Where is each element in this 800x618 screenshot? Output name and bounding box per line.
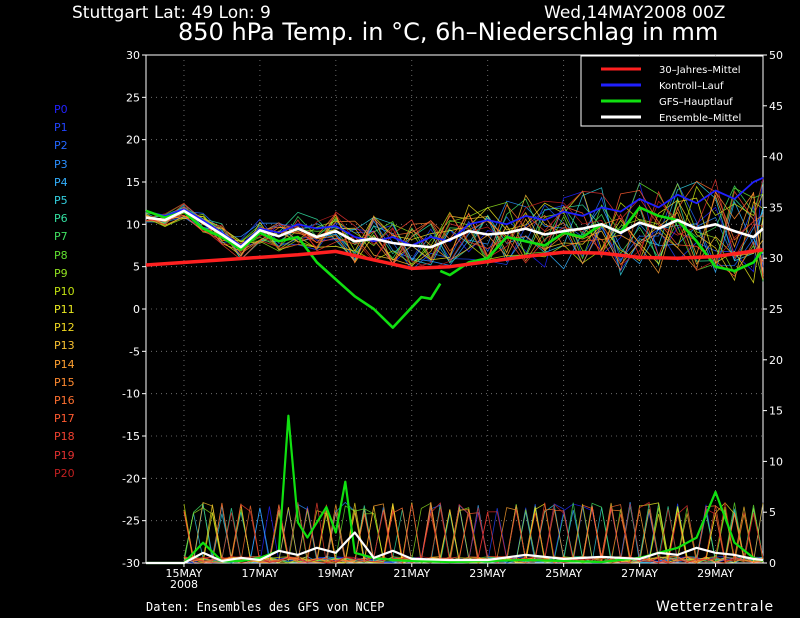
y-left-tick-label: -10: [122, 388, 140, 401]
y-left-tick-label: -15: [122, 430, 140, 443]
member-precip-line-p20: [184, 502, 764, 564]
member-label-p14: P14: [54, 357, 75, 371]
y-right-tick-label: 15: [769, 405, 783, 418]
y-right-tick-label: 35: [769, 201, 783, 214]
legend-entry-label: 30–Jahres–Mittel: [659, 65, 741, 76]
member-label-p17: P17: [54, 412, 75, 426]
plot-frame: [145, 54, 764, 564]
member-label-p18: P18: [54, 430, 75, 444]
temp-series-line: [145, 247, 764, 271]
y-right-tick-label: 40: [769, 151, 783, 164]
member-label-p0: P0: [54, 103, 68, 116]
member-label-p20: P20: [54, 466, 75, 480]
member-label-p16: P16: [54, 394, 75, 407]
temp-series-line: [145, 209, 764, 249]
member-label-p10: P10: [54, 284, 75, 298]
member-label-p11: P11: [54, 303, 75, 317]
x-tick-label: 15MAY: [166, 567, 203, 580]
member-label-p4: P4: [54, 175, 68, 189]
y-right-tick-label: 45: [769, 100, 783, 113]
y-right-tick-label: 10: [769, 455, 783, 468]
brand-label: Wetterzentrale: [656, 599, 775, 615]
member-label-p1: P1: [54, 121, 68, 135]
y-right-tick-label: 5: [769, 506, 776, 519]
y-left-tick-label: -5: [129, 345, 140, 358]
member-label-p13: P13: [54, 339, 75, 353]
x-tick-label: 29MAY: [697, 567, 734, 580]
member-precip-line-p18: [183, 502, 764, 564]
y-left-tick-label: 0: [133, 303, 140, 316]
y-left-tick-label: -30: [122, 557, 140, 570]
y-left-tick-label: 15: [126, 176, 140, 189]
member-temp-line-p13: [145, 194, 764, 266]
precip-series-line: [146, 531, 764, 565]
x-tick-sublabel: 2008: [170, 578, 198, 591]
member-label-p12: P12: [54, 321, 75, 335]
data-source-label: Daten: Ensembles des GFS von NCEP: [146, 600, 385, 614]
y-left-tick-label: 30: [126, 49, 140, 62]
y-left-tick-label: 10: [126, 218, 140, 231]
y-left-tick-label: 20: [126, 134, 140, 147]
member-temp-line-p3: [145, 200, 764, 266]
legend-entry-label: Ensemble–Mittel: [659, 113, 741, 124]
y-right-tick-label: 0: [769, 557, 776, 570]
x-tick-label: 21MAY: [393, 567, 430, 580]
temp-series-line: [145, 209, 442, 329]
x-tick-label: 17MAY: [241, 567, 278, 580]
member-label-p2: P2: [54, 139, 68, 153]
run-date-label: Wed,14MAY2008 00Z: [544, 3, 726, 23]
member-label-p8: P8: [54, 248, 68, 262]
legend-entry-label: GFS–Hauptlauf: [659, 97, 733, 108]
ensemble-member-legend: P0 P1 P2 P3 P4 P5 P6 P7 P8 P9 P10 P11 P12 P13 P14 P15 P1…: [54, 101, 75, 483]
member-label-p19: P19: [54, 448, 75, 462]
x-tick-label: 23MAY: [469, 567, 506, 580]
legend-entry-label: Kontroll–Lauf: [659, 81, 724, 92]
y-left-tick-label: 5: [133, 261, 140, 274]
member-temp-line-p18: [145, 190, 764, 278]
chart-title: 850 hPa Temp. in °C, 6h–Niederschlag in …: [178, 18, 719, 46]
member-label-p3: P3: [54, 157, 68, 171]
y-left-tick-label: -20: [122, 472, 140, 485]
y-left-tick-label: -25: [122, 515, 140, 528]
member-label-p9: P9: [54, 266, 68, 280]
y-right-tick-label: 30: [769, 252, 783, 265]
location-label: Stuttgart Lat: 49 Lon: 9: [72, 3, 271, 23]
x-tick-label: 27MAY: [621, 567, 658, 580]
member-label-p6: P6: [54, 212, 68, 226]
y-right-tick-label: 50: [769, 49, 783, 62]
x-tick-label: 19MAY: [317, 567, 354, 580]
y-right-tick-label: 25: [769, 303, 783, 316]
y-left-tick-label: 25: [126, 91, 140, 104]
member-label-p15: P15: [54, 375, 75, 389]
member-label-p7: P7: [54, 230, 68, 244]
y-right-tick-label: 20: [769, 354, 783, 367]
x-tick-label: 25MAY: [545, 567, 582, 580]
member-label-p5: P5: [54, 193, 68, 207]
